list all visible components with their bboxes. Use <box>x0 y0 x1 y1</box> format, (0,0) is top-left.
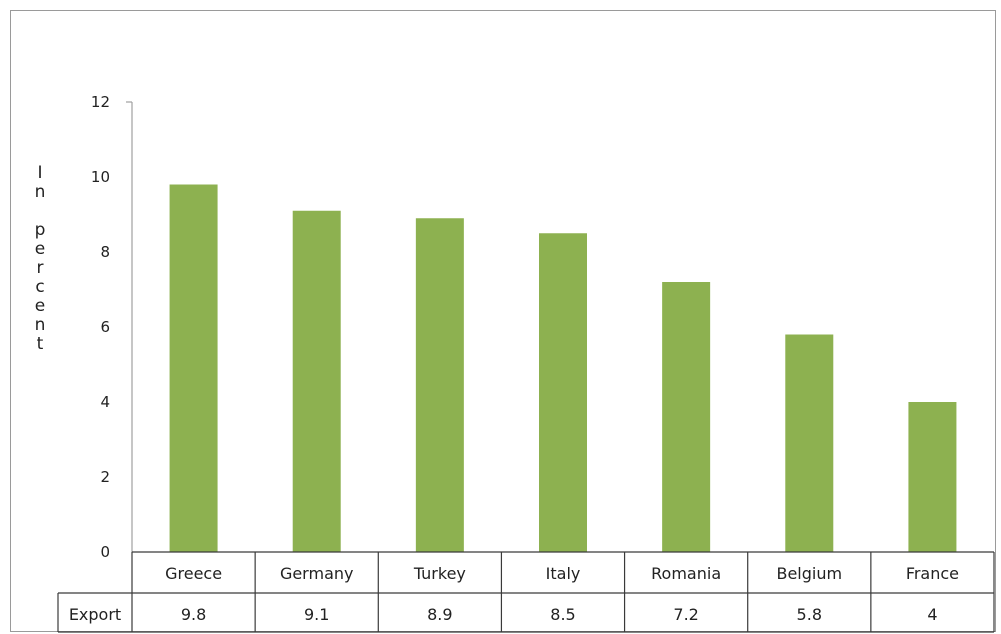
value-label-turkey: 8.9 <box>427 605 452 624</box>
bar-france <box>908 402 957 552</box>
y-tick-label: 0 <box>100 543 110 561</box>
category-label-turkey: Turkey <box>413 564 466 583</box>
category-label-germany: Germany <box>280 564 354 583</box>
bar-belgium <box>785 334 834 552</box>
y-tick-label: 12 <box>91 93 110 111</box>
y-tick-label: 4 <box>100 393 110 411</box>
value-label-italy: 8.5 <box>550 605 575 624</box>
y-tick-label: 10 <box>91 168 110 186</box>
series-label: Export <box>69 605 121 624</box>
category-label-greece: Greece <box>165 564 222 583</box>
y-tick-label: 2 <box>100 468 110 486</box>
value-label-france: 4 <box>927 605 937 624</box>
bar-germany <box>292 210 341 552</box>
bar-romania <box>662 282 711 552</box>
axes <box>126 101 133 552</box>
bar-turkey <box>415 218 464 552</box>
bar-italy <box>539 233 587 552</box>
y-axis-ticks: 0 2 4 6 8 10 12 <box>91 93 110 561</box>
category-label-belgium: Belgium <box>776 564 842 583</box>
category-label-italy: Italy <box>546 564 581 583</box>
data-table: Greece Germany Turkey Italy Romania Belgium Fr… <box>57 551 995 633</box>
value-label-romania: 7.2 <box>673 605 698 624</box>
category-label-romania: Romania <box>651 564 721 583</box>
bar-greece <box>169 184 218 552</box>
y-tick-label: 8 <box>100 243 110 261</box>
bars <box>169 184 957 552</box>
value-label-greece: 9.8 <box>181 605 206 624</box>
value-label-belgium: 5.8 <box>797 605 822 624</box>
value-label-germany: 9.1 <box>304 605 329 624</box>
y-tick-label: 6 <box>100 318 110 336</box>
category-label-france: France <box>906 564 959 583</box>
